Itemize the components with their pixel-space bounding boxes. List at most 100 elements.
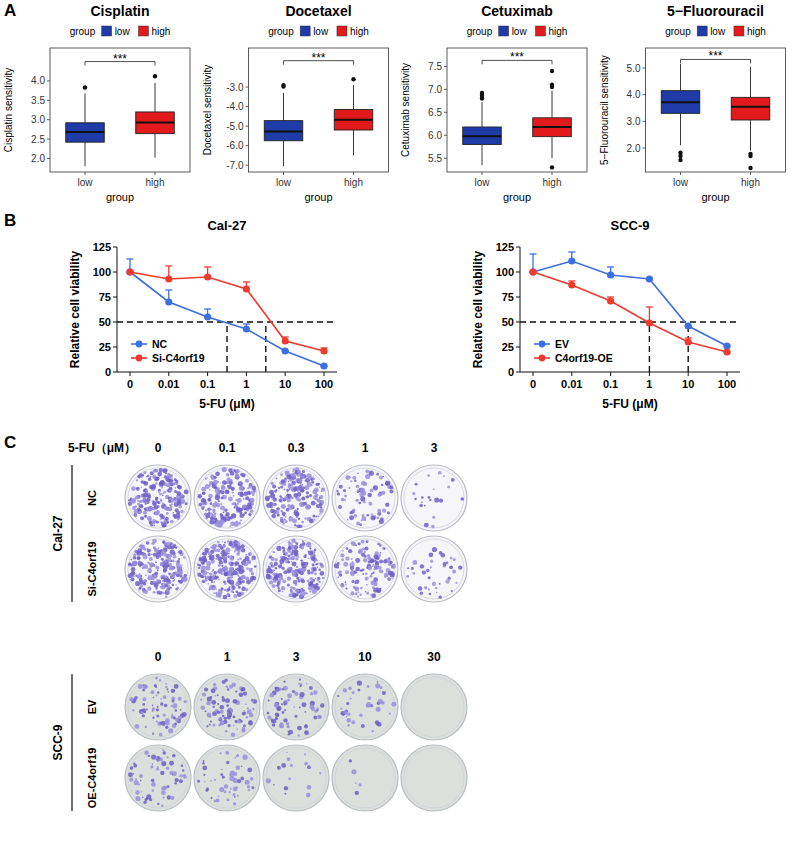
colony	[296, 542, 299, 545]
colony	[167, 562, 169, 564]
x-tick	[324, 372, 325, 376]
colony	[154, 571, 158, 575]
colony	[365, 469, 369, 473]
colony	[218, 500, 220, 502]
colony	[381, 484, 383, 486]
dose-label: 30	[427, 650, 441, 664]
colony	[236, 469, 240, 473]
colony	[172, 560, 175, 563]
colony	[218, 544, 222, 548]
colony	[155, 561, 157, 563]
colony	[424, 586, 427, 589]
colony	[232, 482, 234, 484]
colony	[201, 502, 204, 505]
colony	[217, 571, 219, 573]
colony	[443, 475, 445, 477]
colony	[307, 569, 310, 572]
colony	[366, 514, 369, 517]
colony	[411, 567, 414, 570]
colony	[151, 553, 153, 555]
x-tick-label: 0.1	[200, 378, 215, 390]
marks	[520, 252, 740, 372]
colony	[350, 591, 354, 595]
colony	[175, 588, 178, 591]
point	[243, 325, 250, 332]
x-tick	[285, 372, 286, 376]
colony	[128, 562, 132, 566]
x-tick	[680, 172, 681, 175]
x-tick	[155, 172, 156, 175]
y-tick-label: -5.0	[226, 121, 244, 132]
colony	[355, 592, 358, 595]
colony	[223, 509, 226, 512]
colony	[366, 540, 369, 543]
colony	[362, 514, 365, 517]
colony	[287, 577, 291, 581]
colony	[360, 523, 362, 525]
plate-rim	[266, 468, 326, 528]
colony	[128, 499, 131, 502]
colony	[243, 498, 245, 500]
colony	[211, 554, 213, 556]
whisker-high	[750, 67, 751, 98]
colony	[238, 577, 242, 581]
x-tick	[85, 172, 86, 175]
colony	[152, 707, 156, 711]
y-tick-label: 2.0	[627, 143, 641, 154]
x-tick-label: 0.01	[158, 378, 179, 390]
plate	[125, 536, 191, 602]
y-axis	[520, 247, 521, 372]
colony	[343, 489, 346, 492]
colony	[296, 593, 299, 596]
colony	[299, 577, 301, 579]
colony	[319, 487, 320, 488]
colony	[166, 588, 170, 592]
colony	[305, 488, 307, 490]
y-tick	[246, 126, 249, 127]
colony	[302, 589, 305, 592]
dose-label: 3	[431, 441, 438, 455]
legend-swatch	[697, 26, 707, 36]
colony	[236, 507, 241, 512]
colony	[164, 560, 167, 563]
y-tick	[246, 165, 249, 166]
outlier	[678, 158, 682, 162]
colony	[360, 496, 365, 501]
colony	[165, 596, 167, 598]
x-tick-label: low	[673, 177, 689, 188]
colony	[276, 478, 278, 480]
colony	[275, 567, 278, 570]
error-cap	[646, 306, 653, 307]
row-label: NC	[86, 490, 98, 506]
colony	[301, 475, 304, 478]
y-tick-label: 0	[105, 366, 111, 378]
panel-title: Cal-27	[207, 218, 246, 233]
colony	[166, 512, 169, 515]
y-tick-label: 7.0	[428, 84, 442, 95]
colony	[283, 547, 285, 549]
colony	[453, 558, 456, 561]
colony	[165, 686, 167, 688]
y-tick	[444, 135, 447, 136]
colony	[338, 505, 342, 509]
point	[204, 313, 211, 320]
x-tick	[571, 372, 572, 376]
colony	[166, 544, 168, 546]
colony	[302, 474, 307, 479]
colony	[354, 582, 356, 584]
colony	[144, 488, 148, 492]
colony	[231, 585, 235, 589]
colony	[160, 585, 163, 588]
colony	[461, 497, 465, 501]
colony	[220, 553, 222, 555]
colony	[143, 591, 145, 593]
colony	[297, 508, 299, 510]
colony	[357, 473, 358, 474]
colony	[208, 494, 213, 499]
colony	[202, 491, 205, 494]
colony	[215, 518, 218, 521]
colony	[235, 562, 237, 564]
x-tick-label: 0.01	[561, 378, 582, 390]
colony	[172, 580, 174, 582]
colony	[385, 481, 390, 486]
